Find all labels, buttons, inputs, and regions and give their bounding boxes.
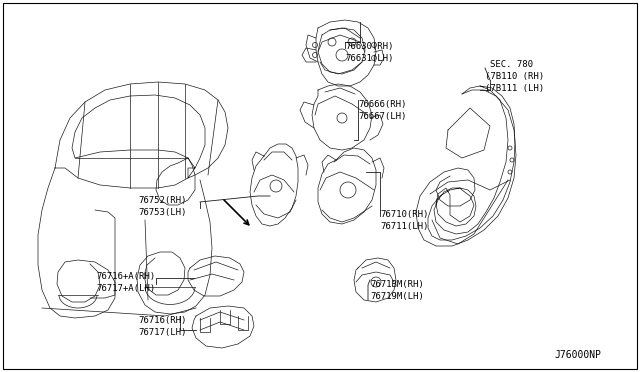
Text: 76716(RH): 76716(RH): [138, 316, 186, 325]
Text: 76717(LH): 76717(LH): [138, 328, 186, 337]
Text: 76716+A(RH): 76716+A(RH): [96, 272, 155, 281]
Text: 76752(RH): 76752(RH): [138, 196, 186, 205]
Text: 76719M(LH): 76719M(LH): [370, 292, 424, 301]
Text: 76753(LH): 76753(LH): [138, 208, 186, 217]
Text: 76630(RH): 76630(RH): [345, 42, 394, 51]
Text: 76631(LH): 76631(LH): [345, 54, 394, 63]
Text: SEC. 780: SEC. 780: [490, 60, 533, 69]
Text: 76710(RH): 76710(RH): [380, 210, 428, 219]
Text: 76711(LH): 76711(LH): [380, 222, 428, 231]
Text: 76667(LH): 76667(LH): [358, 112, 406, 121]
Text: (7B110 (RH): (7B110 (RH): [485, 72, 544, 81]
Text: J76000NP: J76000NP: [554, 350, 601, 360]
Text: 76666(RH): 76666(RH): [358, 100, 406, 109]
Text: 7671BM(RH): 7671BM(RH): [370, 280, 424, 289]
Text: 76717+A(LH): 76717+A(LH): [96, 284, 155, 293]
Text: (7B111 (LH): (7B111 (LH): [485, 84, 544, 93]
